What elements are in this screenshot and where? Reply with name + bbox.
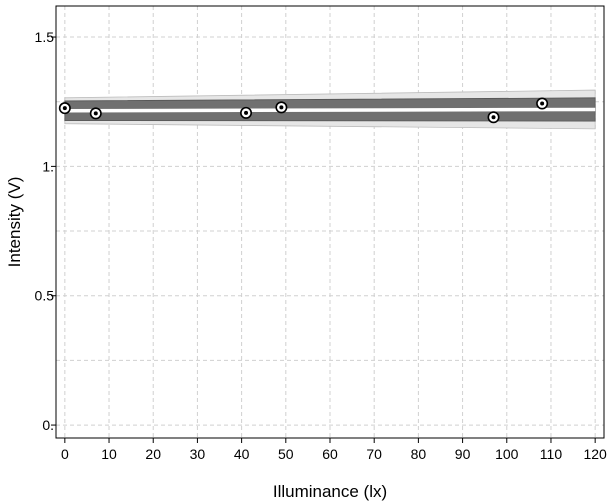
x-tick-label: 70: [366, 446, 382, 462]
x-tick-label: 120: [583, 446, 607, 462]
data-point-center: [540, 101, 545, 106]
grid-lines: [56, 6, 604, 438]
x-tick-label: 60: [322, 446, 338, 462]
x-tick-label: 80: [411, 446, 427, 462]
x-tick-label: 10: [101, 446, 117, 462]
y-tick-label: 0.: [42, 417, 54, 433]
data-point-center: [244, 110, 249, 115]
x-tick-label: 30: [190, 446, 206, 462]
data-point-center: [62, 106, 67, 111]
x-tick-label: 100: [495, 446, 519, 462]
y-tick-label: 1.5: [35, 29, 55, 45]
x-tick-label: 40: [234, 446, 250, 462]
x-tick-label: 90: [455, 446, 471, 462]
data-point-center: [491, 115, 496, 120]
x-tick-label: 0: [61, 446, 69, 462]
x-axis-label: Illuminance (lx): [273, 482, 387, 501]
x-tick-label: 110: [540, 446, 563, 462]
x-tick-label: 50: [278, 446, 294, 462]
fit-line-group: [64, 107, 596, 113]
data-point-center: [279, 105, 284, 110]
fit-line: [64, 107, 596, 113]
x-tick-label: 20: [145, 446, 161, 462]
y-axis-ticks: 0. 0.5 1. 1.5: [35, 29, 56, 433]
data-point-center: [93, 111, 98, 116]
y-axis-label: Intensity (V): [5, 177, 24, 268]
y-tick-label: 0.5: [35, 288, 55, 304]
data-points: [58, 97, 549, 124]
y-tick-label: 1.: [42, 158, 54, 174]
x-axis-ticks: 0 10 20 30 40 50 60 70 80 90 100 110 120: [61, 438, 607, 462]
